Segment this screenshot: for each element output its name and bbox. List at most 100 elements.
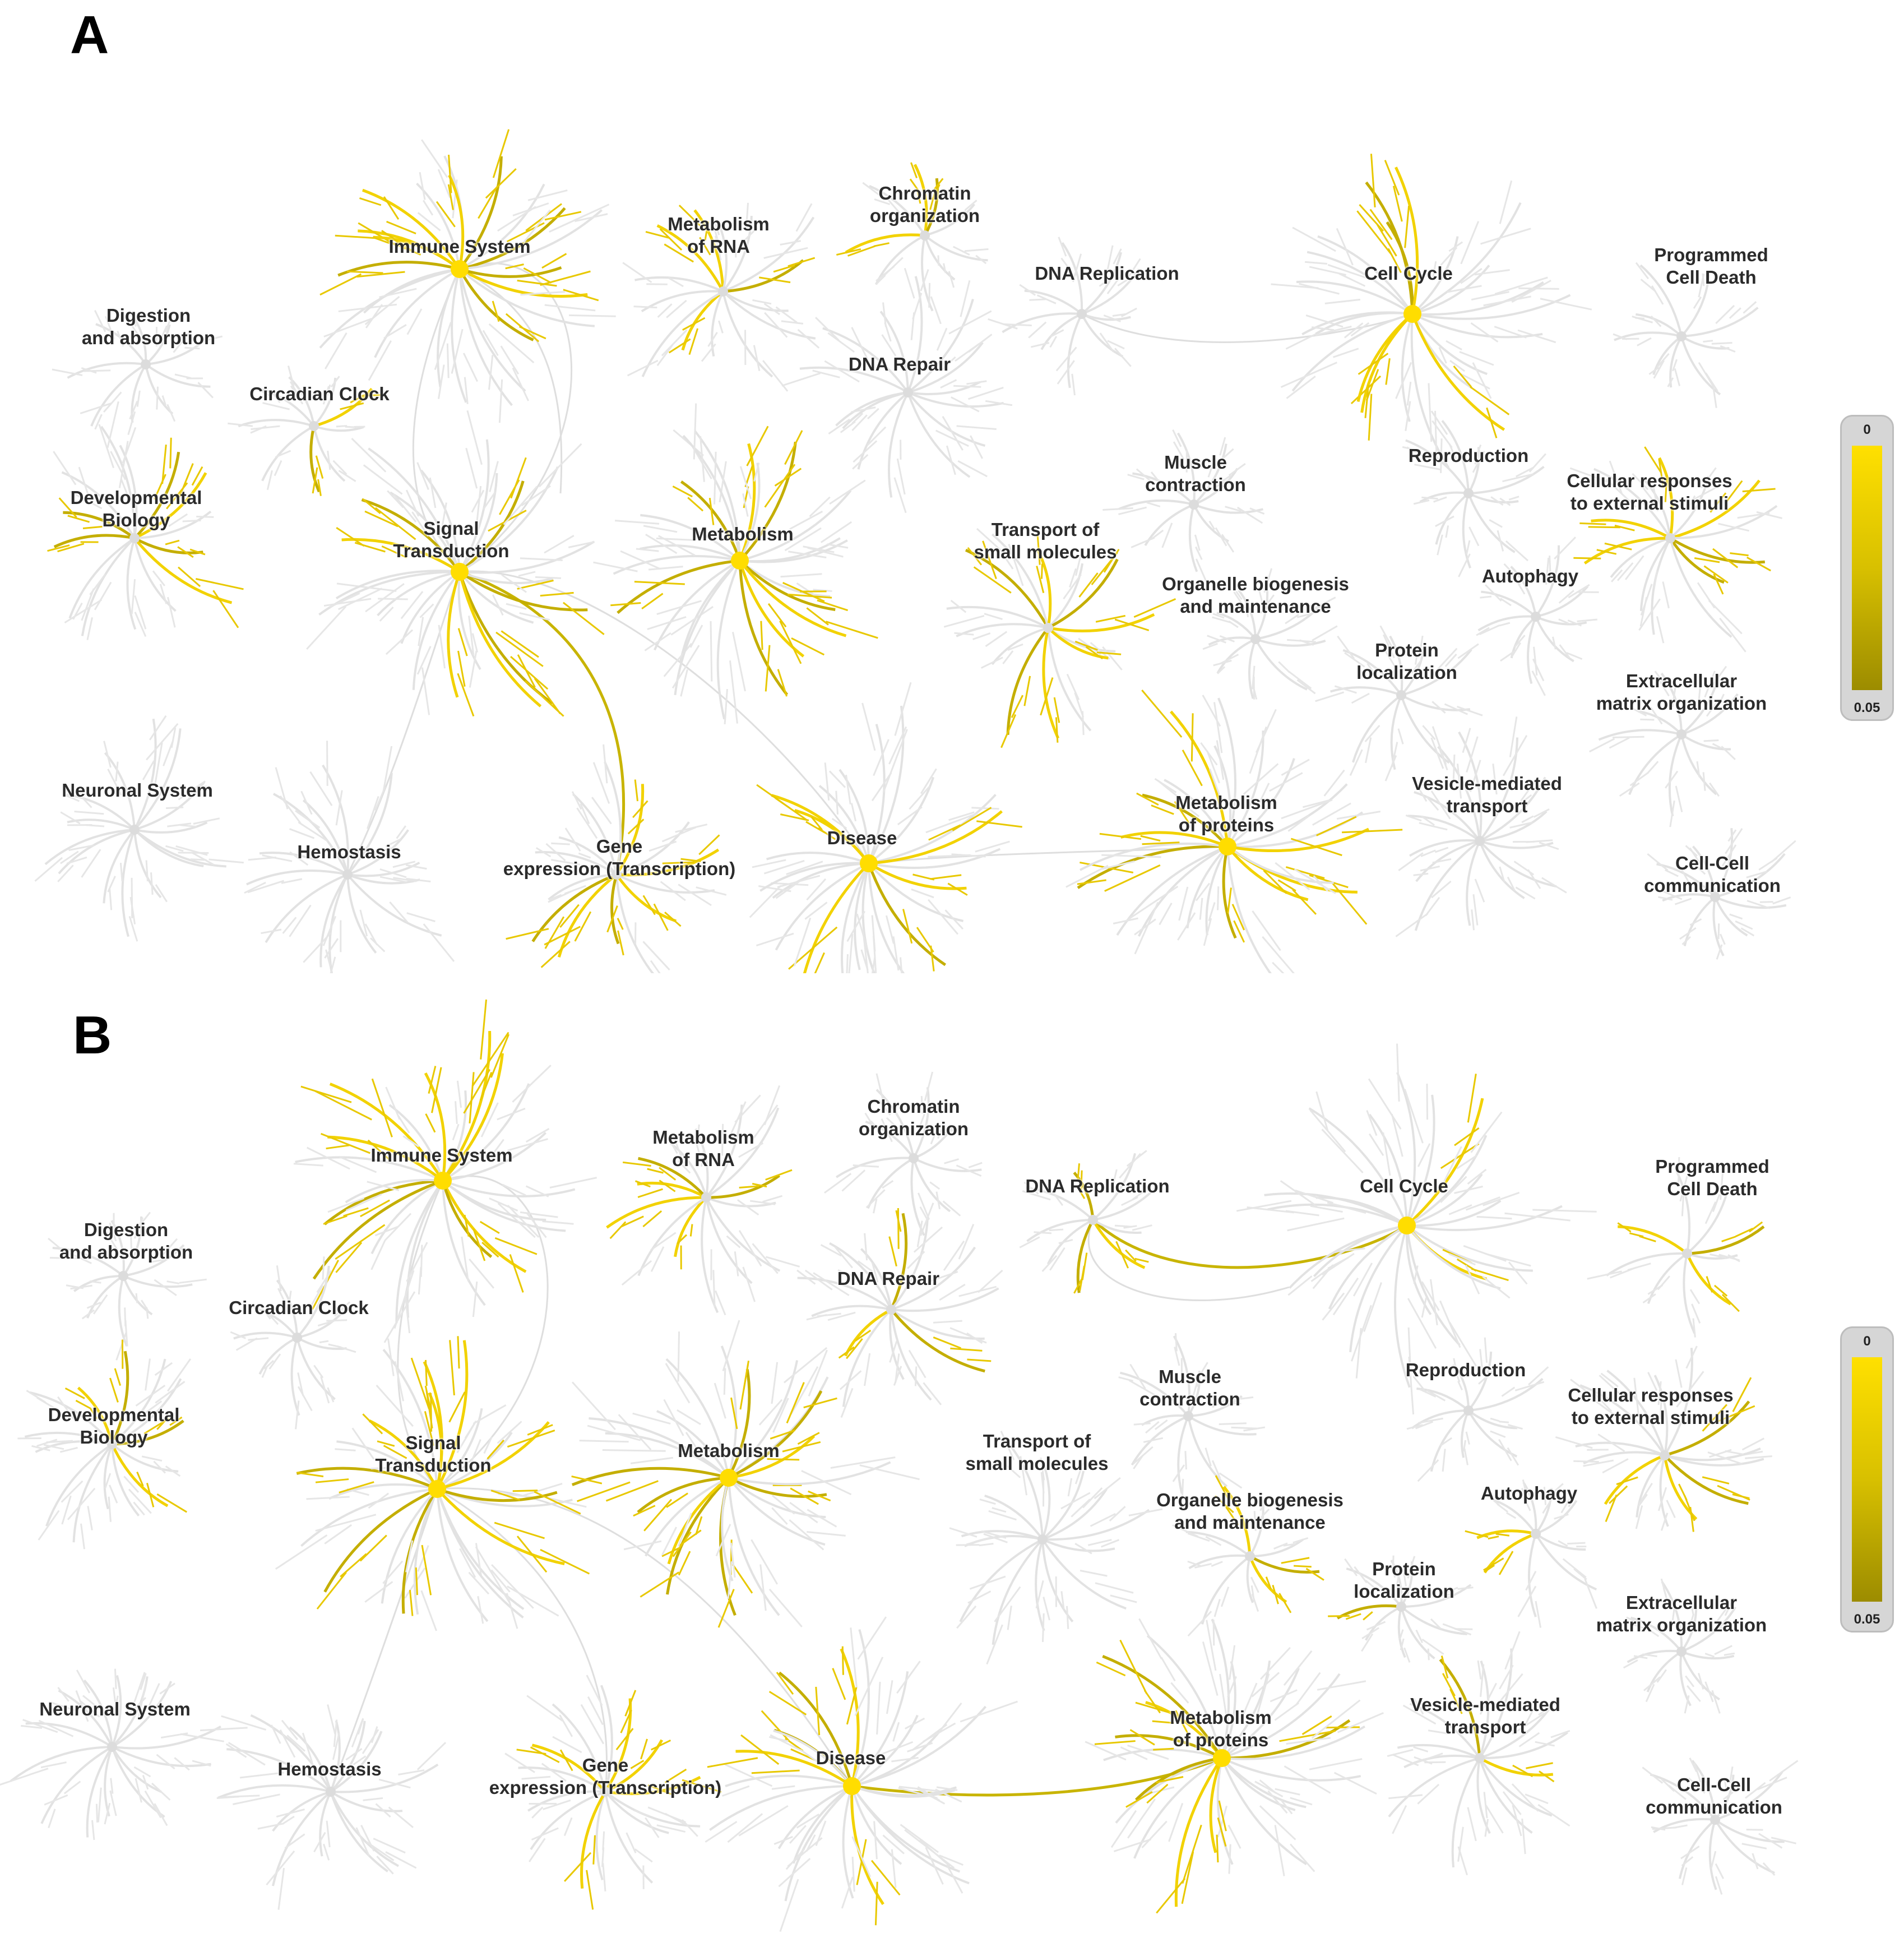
- pathway-hub-node[interactable]: [903, 387, 913, 397]
- pathway-hub-node[interactable]: [720, 1469, 738, 1487]
- pathway-hub-node[interactable]: [107, 1439, 117, 1449]
- pathway-cluster-hemostasis[interactable]: [244, 741, 455, 973]
- pathway-cluster-organelle-biogenesis[interactable]: [1172, 1475, 1324, 1637]
- pathway-hub-node[interactable]: [1710, 1815, 1720, 1825]
- pathway-cluster-extracellular-matrix[interactable]: [1588, 665, 1744, 827]
- pathway-hub-node[interactable]: [1213, 1749, 1231, 1767]
- pathway-cluster-dna-repair[interactable]: [796, 1203, 1003, 1418]
- pathway-cluster-disease[interactable]: [705, 1616, 1018, 1932]
- pathway-hub-node[interactable]: [701, 1192, 711, 1203]
- pathway-hub-node[interactable]: [920, 230, 930, 241]
- pathway-cluster-metabolism[interactable]: [571, 1320, 920, 1628]
- pathway-cluster-protein-localization[interactable]: [1315, 625, 1483, 781]
- pathway-hub-node[interactable]: [718, 286, 728, 297]
- pathway-cluster-metabolism-of-proteins[interactable]: [1085, 1618, 1384, 1914]
- pathway-cluster-cell-cycle[interactable]: [1236, 1043, 1597, 1415]
- pathway-cluster-cellular-responses[interactable]: [1569, 446, 1782, 653]
- pathway-hub-node[interactable]: [309, 421, 319, 431]
- pathway-hub-node[interactable]: [1463, 488, 1474, 498]
- pathway-hub-node[interactable]: [129, 533, 140, 543]
- pathway-hub-node[interactable]: [600, 1787, 610, 1797]
- pathway-hub-node[interactable]: [1660, 1450, 1670, 1460]
- pathway-hub-node[interactable]: [1676, 331, 1687, 341]
- pathway-hub-node[interactable]: [1475, 836, 1485, 846]
- pathway-hub-node[interactable]: [141, 359, 151, 369]
- pathway-cluster-immune-system[interactable]: [293, 999, 597, 1343]
- pathway-cluster-transport-small-molecules[interactable]: [949, 1431, 1163, 1665]
- pathway-hub-node[interactable]: [1037, 1534, 1048, 1544]
- pathway-hub-node[interactable]: [1676, 729, 1687, 739]
- pathway-cluster-signal-transduction[interactable]: [275, 1336, 590, 1631]
- pathway-hub-node[interactable]: [107, 1742, 117, 1752]
- pathway-cluster-cell-cycle[interactable]: [1271, 154, 1592, 473]
- pathway-hub-node[interactable]: [1183, 1411, 1193, 1421]
- pathway-hub-node[interactable]: [434, 1172, 452, 1190]
- pathway-hub-node[interactable]: [1250, 634, 1261, 644]
- pathway-hub-node[interactable]: [1245, 1551, 1255, 1561]
- pathway-hub-node[interactable]: [292, 1333, 302, 1343]
- pathway-hub-node[interactable]: [129, 825, 140, 835]
- pathway-cluster-programmed-cell-death[interactable]: [1587, 1157, 1765, 1338]
- pathway-hub-node[interactable]: [326, 1787, 336, 1797]
- pathway-hub-node[interactable]: [1682, 1248, 1692, 1259]
- pathway-cluster-circadian-clock[interactable]: [228, 366, 382, 496]
- pathway-cluster-extracellular-matrix[interactable]: [1623, 1578, 1736, 1714]
- pathway-hub-node[interactable]: [1398, 1217, 1416, 1234]
- pathway-hub-node[interactable]: [1088, 1215, 1098, 1225]
- pathway-cluster-muscle-contraction[interactable]: [1118, 1333, 1266, 1510]
- pathway-hub-node[interactable]: [860, 854, 878, 872]
- pathway-cluster-hemostasis[interactable]: [216, 1704, 447, 1910]
- pathway-cluster-autophagy[interactable]: [1476, 537, 1599, 696]
- pathway-hub-node[interactable]: [1396, 1602, 1406, 1612]
- pathway-cluster-metabolism-of-proteins[interactable]: [1066, 690, 1403, 973]
- pathway-cluster-dna-replication[interactable]: [1019, 1150, 1157, 1294]
- pathway-hub-node[interactable]: [451, 260, 469, 278]
- pathway-cluster-neuronal-system[interactable]: [0, 1668, 248, 1840]
- pathway-cluster-immune-system[interactable]: [319, 129, 616, 423]
- pathway-cluster-digestion-and-absorption[interactable]: [52, 310, 223, 435]
- pathway-hub-node[interactable]: [1475, 1753, 1485, 1763]
- pathway-cluster-protein-localization[interactable]: [1328, 1555, 1474, 1663]
- pathway-hub-node[interactable]: [1189, 500, 1199, 510]
- pathway-hub-node[interactable]: [1396, 690, 1406, 700]
- pathway-hub-node[interactable]: [342, 870, 353, 880]
- pathway-cluster-organelle-biogenesis[interactable]: [1202, 568, 1338, 700]
- pathway-cluster-reproduction[interactable]: [1406, 1337, 1549, 1482]
- pathway-cluster-circadian-clock[interactable]: [230, 1256, 356, 1430]
- pathway-hub-node[interactable]: [843, 1777, 861, 1795]
- pathway-hub-node[interactable]: [1043, 623, 1053, 633]
- pathway-cluster-chromatin-organization[interactable]: [824, 1071, 983, 1247]
- pathway-cluster-developmental-biology[interactable]: [47, 401, 244, 640]
- pathway-hub-node[interactable]: [1531, 1529, 1541, 1539]
- pathway-hub-node[interactable]: [1531, 612, 1541, 622]
- pathway-cluster-transport-small-molecules[interactable]: [943, 528, 1176, 748]
- pathway-hub-node[interactable]: [886, 1305, 896, 1315]
- pathway-cluster-disease[interactable]: [749, 682, 1022, 973]
- pathway-hub-node[interactable]: [1403, 305, 1421, 323]
- pathway-cluster-developmental-biology[interactable]: [17, 1339, 192, 1550]
- pathway-cluster-programmed-cell-death[interactable]: [1613, 262, 1759, 408]
- pathway-cluster-signal-transduction[interactable]: [306, 410, 605, 717]
- pathway-cluster-chromatin-organization[interactable]: [836, 162, 989, 325]
- pathway-hub-node[interactable]: [611, 870, 622, 880]
- pathway-hub-node[interactable]: [1676, 1647, 1687, 1657]
- pathway-cluster-reproduction[interactable]: [1402, 410, 1546, 577]
- pathway-hub-node[interactable]: [118, 1271, 128, 1281]
- pathway-hub-node[interactable]: [731, 552, 749, 570]
- pathway-hub-node[interactable]: [451, 563, 469, 581]
- pathway-cluster-muscle-contraction[interactable]: [1102, 429, 1265, 584]
- pathway-cluster-vesicle-mediated-transport[interactable]: [1387, 1631, 1571, 1876]
- pathway-cluster-digestion-and-absorption[interactable]: [48, 1211, 207, 1361]
- pathway-cluster-cell-cell-communication[interactable]: [1647, 827, 1796, 960]
- pathway-cluster-cellular-responses[interactable]: [1555, 1345, 1772, 1532]
- pathway-cluster-neuronal-system[interactable]: [34, 715, 244, 942]
- pathway-cluster-cell-cell-communication[interactable]: [1642, 1758, 1799, 1895]
- pathway-cluster-metabolism[interactable]: [593, 403, 878, 725]
- pathway-cluster-metabolism-of-rna[interactable]: [606, 1085, 800, 1316]
- pathway-cluster-metabolism-of-rna[interactable]: [622, 202, 820, 392]
- pathway-hub-node[interactable]: [1219, 838, 1236, 855]
- pathway-cluster-autophagy[interactable]: [1465, 1479, 1597, 1628]
- pathway-cluster-gene-expression[interactable]: [506, 744, 727, 973]
- pathway-hub-node[interactable]: [1665, 533, 1675, 543]
- pathway-cluster-vesicle-mediated-transport[interactable]: [1395, 716, 1567, 937]
